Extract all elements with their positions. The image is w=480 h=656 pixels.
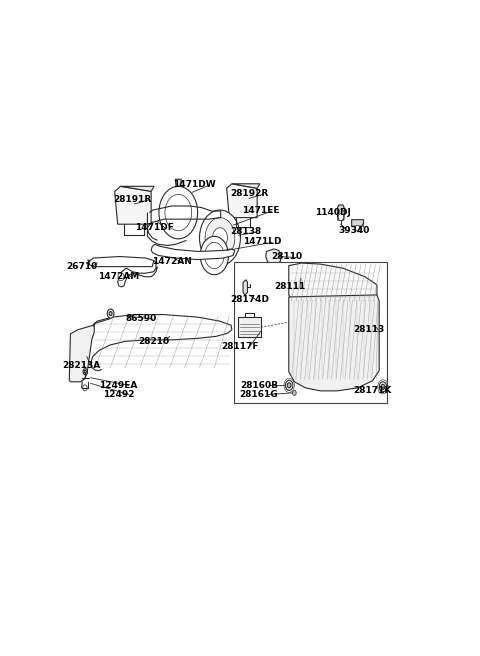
Circle shape	[204, 242, 224, 269]
Polygon shape	[232, 184, 260, 188]
Circle shape	[83, 385, 87, 391]
Text: 28117F: 28117F	[221, 342, 258, 351]
Polygon shape	[120, 186, 154, 192]
Circle shape	[292, 390, 296, 396]
Polygon shape	[243, 279, 248, 295]
Text: 1472AM: 1472AM	[98, 272, 139, 281]
Circle shape	[109, 312, 112, 316]
Text: 28161G: 28161G	[240, 390, 278, 399]
Circle shape	[381, 384, 385, 390]
Circle shape	[200, 236, 228, 275]
Circle shape	[159, 186, 198, 239]
Circle shape	[118, 273, 124, 281]
Polygon shape	[151, 245, 235, 260]
Text: 1471DF: 1471DF	[135, 223, 174, 232]
Circle shape	[338, 214, 344, 220]
Circle shape	[83, 369, 87, 375]
Text: 28111: 28111	[274, 282, 306, 291]
Text: 28160B: 28160B	[240, 381, 278, 390]
Text: 1471LD: 1471LD	[243, 237, 282, 246]
Polygon shape	[289, 263, 377, 304]
Polygon shape	[337, 205, 345, 220]
Circle shape	[379, 382, 386, 392]
Text: 28113: 28113	[353, 325, 384, 335]
Circle shape	[286, 380, 293, 390]
Bar	[234, 262, 387, 403]
Circle shape	[355, 225, 360, 232]
Polygon shape	[69, 325, 94, 382]
Circle shape	[288, 383, 291, 388]
Polygon shape	[352, 220, 363, 226]
Text: 1472AN: 1472AN	[152, 257, 192, 266]
Polygon shape	[89, 256, 154, 266]
Circle shape	[107, 309, 114, 318]
Text: 12492: 12492	[103, 390, 134, 399]
Text: 86590: 86590	[125, 314, 157, 323]
Polygon shape	[115, 186, 151, 224]
Text: 28213A: 28213A	[62, 361, 100, 369]
Circle shape	[205, 218, 235, 258]
Text: 28110: 28110	[271, 252, 302, 261]
Text: 1471DW: 1471DW	[173, 180, 215, 190]
Text: 1249EA: 1249EA	[99, 381, 138, 390]
Polygon shape	[227, 184, 257, 218]
Circle shape	[165, 194, 192, 231]
Polygon shape	[289, 295, 379, 391]
Circle shape	[84, 370, 86, 373]
Polygon shape	[226, 224, 237, 234]
Text: 1471EE: 1471EE	[242, 205, 280, 215]
Circle shape	[213, 228, 228, 248]
Polygon shape	[238, 317, 261, 337]
Circle shape	[226, 222, 236, 236]
Text: 28191R: 28191R	[113, 195, 152, 205]
Text: 1140DJ: 1140DJ	[315, 208, 351, 217]
Polygon shape	[175, 179, 181, 186]
Text: 28174D: 28174D	[230, 295, 269, 304]
Text: 39340: 39340	[338, 226, 370, 235]
Text: 26710: 26710	[67, 262, 98, 271]
Text: 28171K: 28171K	[353, 386, 392, 395]
Text: 28210: 28210	[139, 337, 169, 346]
Polygon shape	[266, 249, 281, 264]
Text: 28192R: 28192R	[230, 189, 269, 198]
Text: 28138: 28138	[230, 227, 262, 236]
Circle shape	[200, 210, 240, 266]
